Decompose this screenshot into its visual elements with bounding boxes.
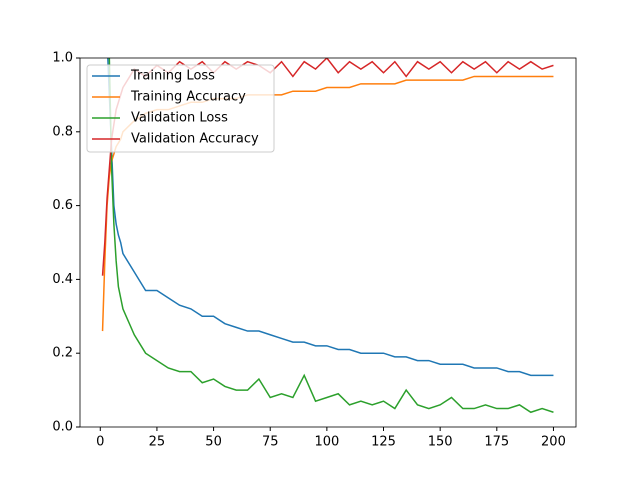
x-tick-label: 100 [314,435,339,450]
y-tick-label: 0.4 [52,272,73,287]
x-tick-label: 0 [96,435,104,450]
y-tick-label: 0.2 [52,346,73,361]
series-line [108,58,554,414]
axes-frame [79,57,577,428]
x-tick-label: 125 [371,435,396,450]
legend-box [86,64,275,153]
series-line [107,58,554,377]
legend-label: Training Loss [130,69,215,84]
x-tick-label: 150 [428,435,453,450]
x-tick-label: 25 [149,435,166,450]
y-tick-label: 0.8 [52,124,73,139]
x-tick-label: 175 [484,435,509,450]
y-tick-label: 1.0 [52,51,73,66]
y-tick-label: 0.0 [52,420,73,435]
x-tick-label: 200 [541,435,566,450]
legend-label: Validation Loss [131,111,228,126]
y-tick-label: 0.6 [52,198,73,213]
legend-label: Validation Accuracy [131,132,259,147]
plot-area [101,58,554,414]
x-tick-label: 50 [205,435,222,450]
x-tick-label: 75 [262,435,279,450]
legend-label: Training Accuracy [130,90,246,105]
